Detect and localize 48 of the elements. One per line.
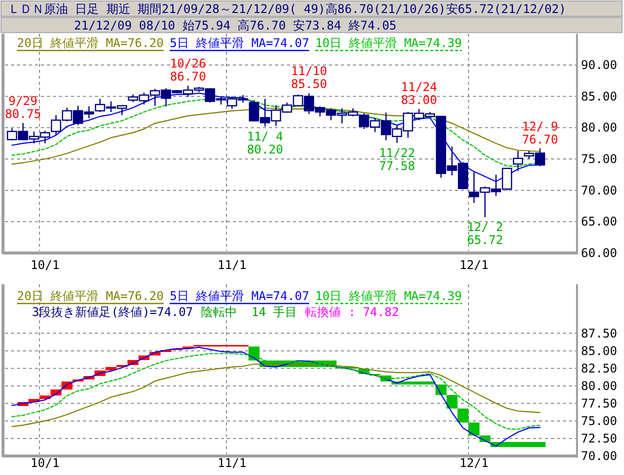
y-tick-label: 65.00	[581, 214, 618, 229]
annotation: 10/26	[170, 56, 206, 71]
y-tick-label: 80.00	[581, 378, 618, 393]
x-tick-label: 10/1	[30, 258, 60, 272]
x-tick-label: 10/1	[30, 456, 60, 470]
annotation: 3段抜き新値足(終値)=74.07	[32, 305, 194, 319]
annotation: 80.20	[246, 142, 284, 156]
subtitle: 21/12/09 08/10 始75.94 高76.70 安73.84 終74.05	[74, 18, 397, 32]
annotation: 9/29	[8, 94, 38, 108]
y-tick-label: 85.00	[581, 89, 618, 104]
y-tick-label: 75.00	[581, 414, 618, 428]
y-tick-label: 72.50	[581, 431, 618, 446]
annotation: 11/22	[378, 146, 416, 160]
legend-label: 20日 終値平滑 MA=76.20	[17, 36, 164, 50]
annotation: 77.58	[378, 158, 416, 173]
legend-label: 10日 終値平滑 MA=74.39	[315, 36, 462, 50]
annotation: 85.50	[290, 77, 328, 92]
y-tick-label: 75.00	[581, 152, 618, 166]
x-tick-label: 12/1	[460, 258, 488, 272]
annotation: 76.70	[522, 132, 558, 146]
annotation: 12/ 2	[466, 220, 504, 234]
legend-label: 10日 終値平滑 MA=74.39	[315, 289, 462, 303]
y-tick-label: 70.00	[581, 449, 618, 463]
y-tick-label: 82.50	[581, 361, 618, 376]
y-tick-label: 77.50	[581, 396, 618, 410]
y-tick-label: 60.00	[581, 246, 618, 260]
x-tick-label: 11/1	[218, 456, 246, 470]
title: ＬＤＮ原油 日足 期近 期間21/09/28～21/12/09( 49)高86.70(21/10/26)安65.72(21/12/02)	[8, 2, 566, 16]
y-tick-label: 85.00	[581, 344, 618, 358]
annotation: 80.75	[4, 106, 42, 121]
legend-label: 5日 終値平滑 MA=74.07	[170, 289, 310, 303]
annotation: 12/ 9	[522, 119, 558, 134]
x-tick-label: 11/1	[218, 258, 246, 272]
annotation: 転換値 : 74.82	[305, 305, 399, 319]
legend-label: 5日 終値平滑 MA=74.07	[170, 36, 310, 50]
annotation: 11/24	[400, 80, 438, 94]
annotation: 86.70	[170, 70, 206, 84]
legend-label: 20日 終値平滑 MA=76.20	[17, 289, 164, 303]
x-tick-label: 12/1	[460, 456, 488, 470]
annotation: 11/ 4	[246, 129, 284, 144]
y-tick-label: 90.00	[581, 58, 618, 72]
y-tick-label: 87.50	[581, 326, 618, 340]
annotation: 65.72	[466, 233, 504, 248]
y-tick-label: 80.00	[581, 120, 618, 135]
annotation: 83.00	[400, 92, 438, 107]
y-tick-label: 70.00	[581, 183, 618, 198]
annotation: 11/10	[290, 64, 328, 78]
annotation: 陰転中 14 手目	[201, 305, 298, 319]
